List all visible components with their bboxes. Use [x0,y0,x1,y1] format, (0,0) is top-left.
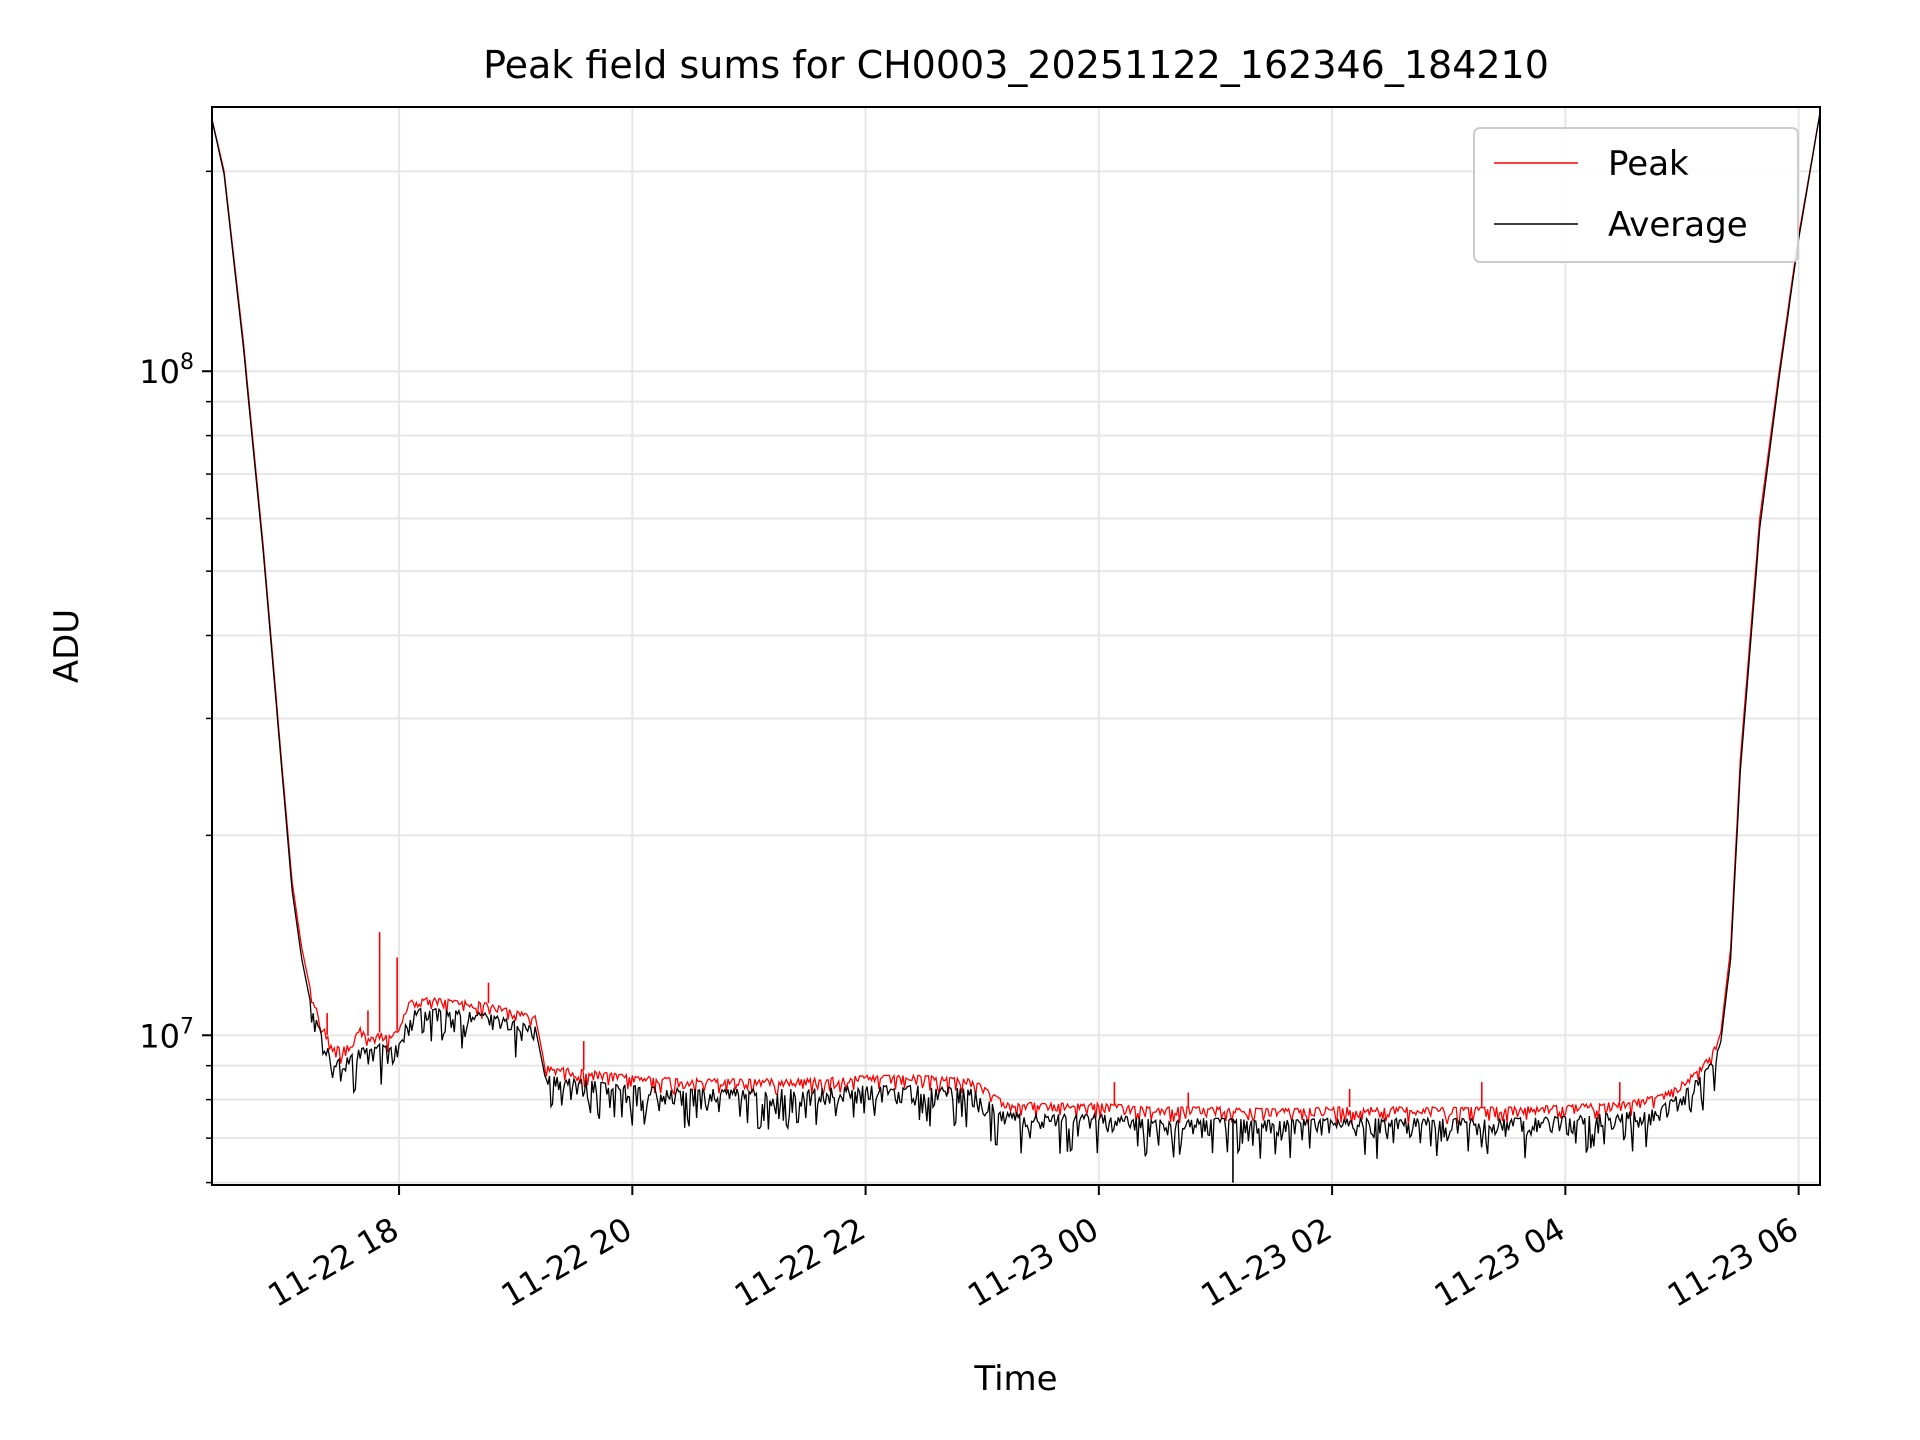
y-axis-label: ADU [47,609,87,683]
chart-title: Peak field sums for CH0003_20251122_1623… [483,43,1549,87]
plot-area [212,112,1820,1183]
legend-label-average: Average [1608,205,1748,245]
y-tick-label: 107 [139,1014,194,1055]
y-tick-label: 108 [139,350,194,391]
legend: Peak Average [1473,127,1799,263]
x-axis-label: Time [973,1359,1057,1399]
legend-box [1473,127,1799,263]
series-line-average [212,112,1820,1159]
series-line-peak [212,112,1820,1125]
plot-frame [211,106,1821,1186]
legend-label-peak: Peak [1608,144,1689,184]
